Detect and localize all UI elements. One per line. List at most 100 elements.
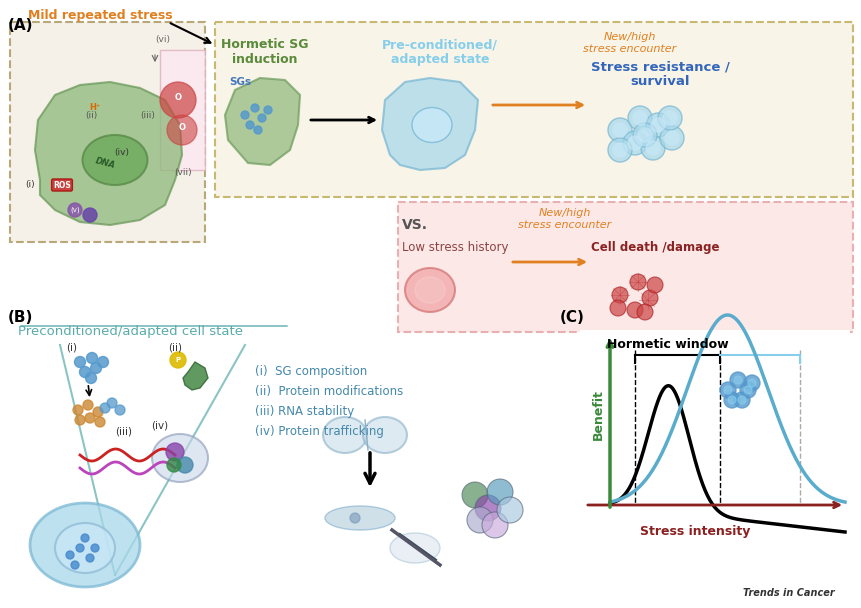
Text: (iii) RNA stability: (iii) RNA stability (255, 405, 354, 418)
Circle shape (628, 106, 652, 130)
Circle shape (97, 356, 108, 367)
Circle shape (76, 544, 84, 552)
Text: P: P (176, 357, 181, 363)
Circle shape (86, 554, 94, 562)
Circle shape (482, 512, 508, 538)
Circle shape (637, 304, 653, 320)
Circle shape (93, 407, 103, 417)
Circle shape (630, 274, 646, 290)
Circle shape (241, 111, 249, 119)
Circle shape (100, 403, 110, 413)
Circle shape (646, 113, 670, 137)
Circle shape (264, 106, 272, 114)
Circle shape (608, 138, 632, 162)
Circle shape (66, 551, 74, 559)
Ellipse shape (325, 506, 395, 530)
Text: (vi): (vi) (155, 35, 170, 44)
Circle shape (107, 398, 117, 408)
Circle shape (610, 300, 626, 316)
Ellipse shape (412, 108, 452, 142)
Circle shape (83, 208, 97, 222)
Circle shape (724, 386, 732, 394)
Circle shape (497, 497, 523, 523)
Circle shape (744, 386, 752, 394)
Text: O: O (178, 122, 185, 131)
Text: (B): (B) (8, 310, 34, 325)
Text: O: O (175, 92, 182, 102)
Circle shape (79, 367, 90, 378)
Text: Low stress history: Low stress history (402, 241, 508, 255)
Text: (iv): (iv) (152, 420, 169, 430)
Circle shape (462, 482, 488, 508)
Ellipse shape (415, 277, 445, 303)
Circle shape (167, 115, 197, 145)
FancyBboxPatch shape (215, 22, 853, 197)
Ellipse shape (30, 503, 140, 587)
Circle shape (647, 277, 663, 293)
Circle shape (166, 443, 184, 461)
Text: Cell death /damage: Cell death /damage (591, 241, 719, 255)
Circle shape (613, 143, 627, 157)
Polygon shape (35, 82, 182, 225)
FancyBboxPatch shape (398, 202, 853, 332)
Circle shape (612, 287, 628, 303)
Circle shape (646, 141, 660, 155)
Circle shape (744, 375, 760, 391)
Text: (ii): (ii) (85, 111, 97, 120)
Circle shape (71, 561, 79, 569)
Circle shape (73, 405, 83, 415)
Text: (iv) Protein trafficking: (iv) Protein trafficking (255, 425, 384, 438)
Circle shape (740, 382, 756, 398)
Text: Hormetic window: Hormetic window (607, 338, 728, 351)
Circle shape (642, 290, 658, 306)
Circle shape (641, 136, 665, 160)
Ellipse shape (152, 434, 208, 482)
Circle shape (724, 392, 740, 408)
Circle shape (638, 128, 652, 142)
Text: (i): (i) (25, 181, 34, 190)
Circle shape (170, 352, 186, 368)
Text: New/high
stress encounter: New/high stress encounter (584, 32, 677, 54)
Circle shape (487, 479, 513, 505)
FancyBboxPatch shape (160, 50, 205, 170)
Text: VS.: VS. (402, 218, 428, 232)
Circle shape (83, 400, 93, 410)
Text: (iii): (iii) (140, 111, 155, 120)
Text: (iii): (iii) (115, 427, 132, 437)
Ellipse shape (363, 417, 407, 453)
Circle shape (613, 123, 627, 137)
Circle shape (177, 457, 193, 473)
Circle shape (623, 131, 647, 155)
Circle shape (660, 126, 684, 150)
Circle shape (627, 302, 643, 318)
Text: Stress intensity: Stress intensity (640, 525, 750, 538)
Circle shape (734, 392, 750, 408)
Circle shape (91, 544, 99, 552)
Circle shape (95, 417, 105, 427)
Circle shape (85, 373, 96, 384)
Circle shape (75, 415, 85, 425)
Circle shape (633, 123, 657, 147)
Circle shape (251, 104, 259, 112)
Circle shape (258, 114, 266, 122)
Polygon shape (183, 362, 208, 390)
Circle shape (728, 396, 736, 404)
Circle shape (663, 111, 677, 125)
Circle shape (628, 136, 642, 150)
Circle shape (748, 379, 756, 387)
Text: H⁺: H⁺ (90, 103, 101, 112)
Circle shape (738, 396, 746, 404)
Text: (vii): (vii) (174, 168, 192, 177)
Text: Mild repeated stress: Mild repeated stress (28, 9, 172, 21)
Text: Benefit: Benefit (592, 390, 604, 440)
Text: Preconditioned/adapted cell state: Preconditioned/adapted cell state (18, 325, 243, 338)
Text: (i)  SG composition: (i) SG composition (255, 365, 368, 378)
Polygon shape (382, 78, 478, 170)
Circle shape (658, 106, 682, 130)
Circle shape (115, 405, 125, 415)
Text: (i): (i) (66, 342, 77, 352)
FancyBboxPatch shape (10, 22, 205, 242)
Circle shape (246, 121, 254, 129)
Text: (ii)  Protein modifications: (ii) Protein modifications (255, 385, 403, 398)
Ellipse shape (323, 417, 367, 453)
